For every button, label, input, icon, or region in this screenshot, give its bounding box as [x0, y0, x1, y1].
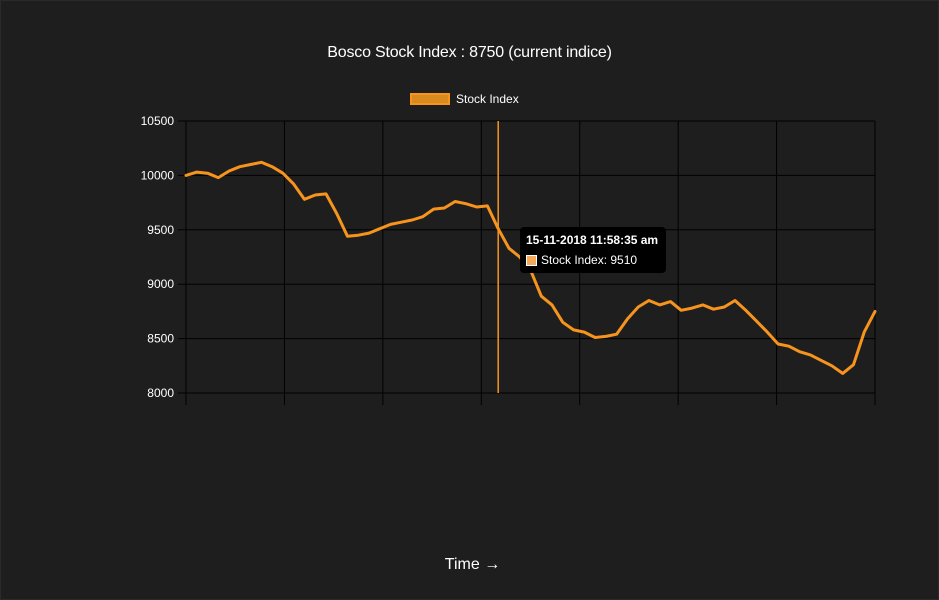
chart-title: Bosco Stock Index : 8750 (current indice… — [327, 44, 612, 61]
tooltip-title: 15-11-2018 11:58:35 am — [526, 233, 659, 247]
x-axis-label: Time → — [444, 556, 501, 573]
legend-label: Stock Index — [456, 92, 519, 106]
tooltip: 15-11-2018 11:58:35 am Stock Index: 9510 — [520, 227, 667, 273]
y-tick-label: 8500 — [147, 332, 174, 346]
tooltip-swatch — [526, 254, 537, 266]
y-tick-label: 9500 — [147, 223, 174, 237]
y-tick-label: 8000 — [147, 386, 174, 400]
y-tick-label: 9000 — [147, 277, 174, 291]
legend-swatch — [410, 93, 450, 105]
tooltip-label: Stock Index: 9510 — [541, 253, 638, 267]
y-tick-label: 10000 — [141, 168, 175, 182]
tooltip-row: Stock Index: 9510 — [526, 253, 658, 267]
y-tick-label: 10500 — [141, 114, 175, 128]
legend[interactable]: Stock Index — [410, 92, 519, 106]
